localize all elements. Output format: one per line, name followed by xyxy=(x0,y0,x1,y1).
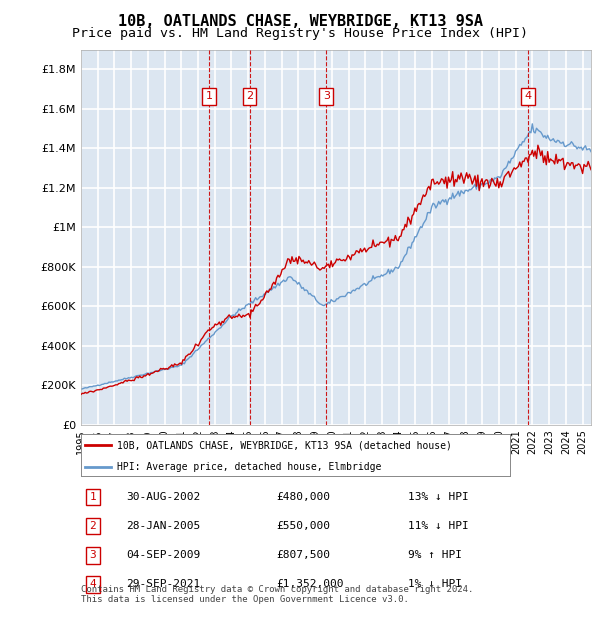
Text: £1,352,000: £1,352,000 xyxy=(276,579,343,590)
Text: 2: 2 xyxy=(89,521,97,531)
Text: 3: 3 xyxy=(89,550,97,560)
Text: 4: 4 xyxy=(525,92,532,102)
Text: 10B, OATLANDS CHASE, WEYBRIDGE, KT13 9SA: 10B, OATLANDS CHASE, WEYBRIDGE, KT13 9SA xyxy=(118,14,482,29)
Text: 28-JAN-2005: 28-JAN-2005 xyxy=(126,521,200,531)
Text: 30-AUG-2002: 30-AUG-2002 xyxy=(126,492,200,502)
Text: 2: 2 xyxy=(246,92,253,102)
Text: 10B, OATLANDS CHASE, WEYBRIDGE, KT13 9SA (detached house): 10B, OATLANDS CHASE, WEYBRIDGE, KT13 9SA… xyxy=(118,440,452,450)
Text: 1% ↓ HPI: 1% ↓ HPI xyxy=(408,579,462,590)
Text: 3: 3 xyxy=(323,92,330,102)
Text: Price paid vs. HM Land Registry's House Price Index (HPI): Price paid vs. HM Land Registry's House … xyxy=(72,27,528,40)
Text: 4: 4 xyxy=(89,579,97,590)
Text: 11% ↓ HPI: 11% ↓ HPI xyxy=(408,521,469,531)
Text: £480,000: £480,000 xyxy=(276,492,330,502)
Text: HPI: Average price, detached house, Elmbridge: HPI: Average price, detached house, Elmb… xyxy=(118,462,382,472)
Text: 1: 1 xyxy=(206,92,212,102)
Text: 9% ↑ HPI: 9% ↑ HPI xyxy=(408,550,462,560)
Text: 04-SEP-2009: 04-SEP-2009 xyxy=(126,550,200,560)
Text: Contains HM Land Registry data © Crown copyright and database right 2024.
This d: Contains HM Land Registry data © Crown c… xyxy=(81,585,473,604)
Text: £807,500: £807,500 xyxy=(276,550,330,560)
Text: 13% ↓ HPI: 13% ↓ HPI xyxy=(408,492,469,502)
Text: 1: 1 xyxy=(89,492,97,502)
Text: 29-SEP-2021: 29-SEP-2021 xyxy=(126,579,200,590)
Text: £550,000: £550,000 xyxy=(276,521,330,531)
